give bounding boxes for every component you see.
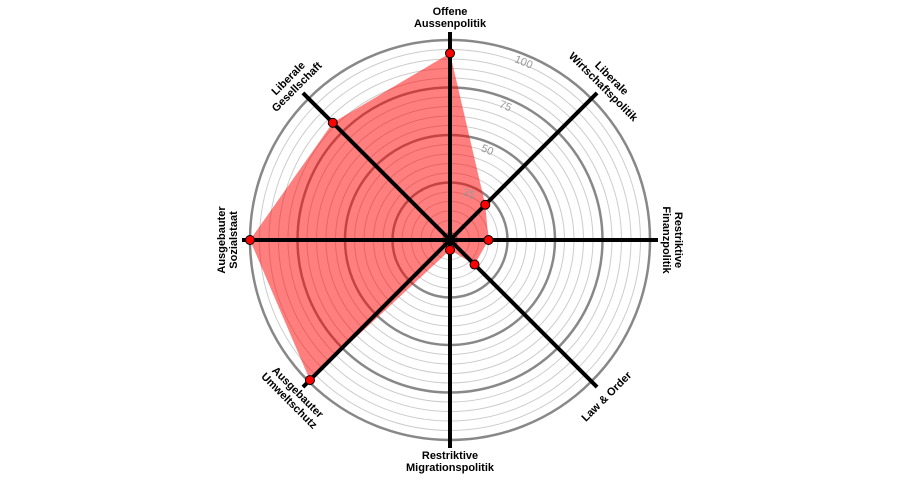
axis-label-line: Migrationspolitik	[406, 462, 495, 474]
axis-label-line: Offene	[433, 6, 468, 18]
data-point	[445, 48, 455, 59]
axis-label-line: Restriktive	[422, 450, 478, 462]
r-tick-label: 75	[497, 99, 513, 115]
data-point	[304, 375, 315, 386]
data-point	[483, 235, 494, 245]
axis-label-line: Sozialstaat	[228, 211, 240, 269]
data-point	[480, 199, 491, 210]
axis-line	[301, 91, 452, 242]
axis-line	[448, 91, 599, 242]
axis-label-line: Restriktive	[672, 212, 684, 268]
axis-label: Ausgebauter Sozialstaat	[216, 206, 240, 274]
radar-area	[250, 53, 489, 381]
data-point	[245, 235, 255, 245]
axis-line	[301, 238, 452, 389]
data-point	[445, 245, 455, 255]
axis-label-line: Aussenpolitik	[414, 18, 487, 30]
axis-label-line: Finanzpolitik	[660, 206, 672, 274]
r-tick-label: 50	[479, 142, 495, 158]
r-tick-label: 25	[461, 186, 477, 202]
data-point	[469, 259, 480, 270]
data-point	[327, 117, 338, 128]
axis-label-line: Ausgebauter	[216, 206, 228, 274]
